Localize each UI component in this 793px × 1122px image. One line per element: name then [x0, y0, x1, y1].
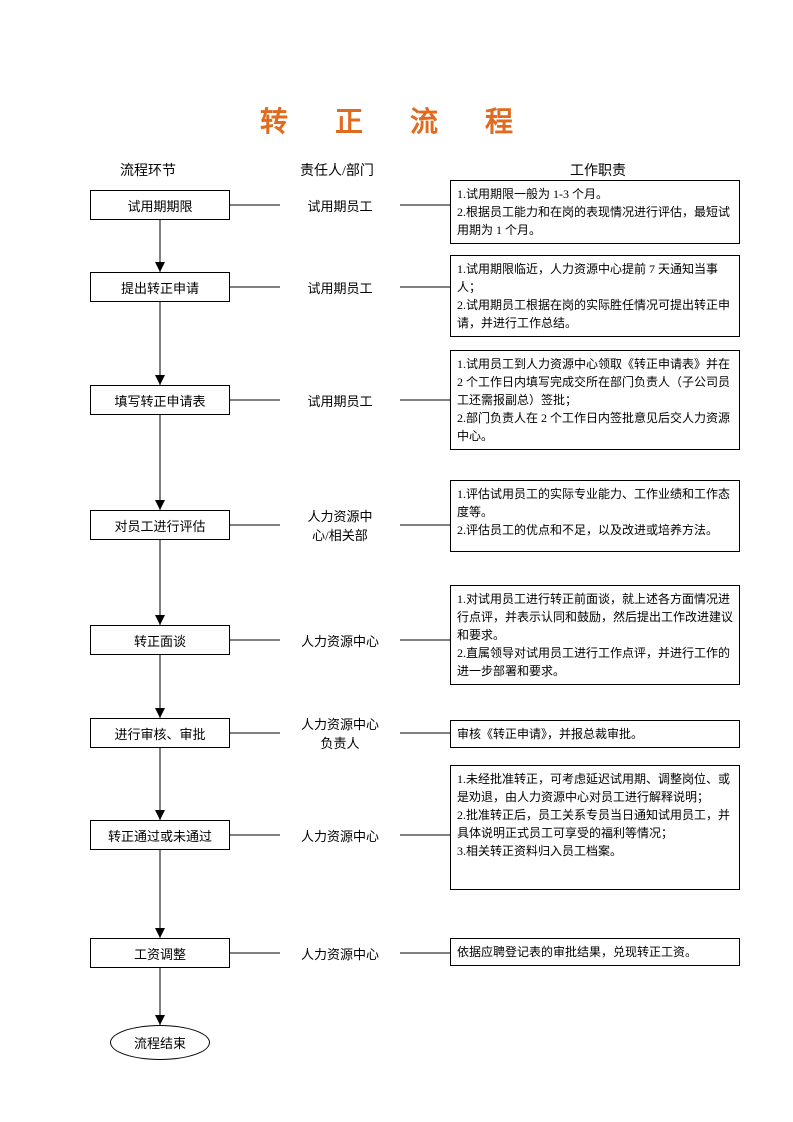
process-end: 流程结束 [110, 1025, 210, 1060]
